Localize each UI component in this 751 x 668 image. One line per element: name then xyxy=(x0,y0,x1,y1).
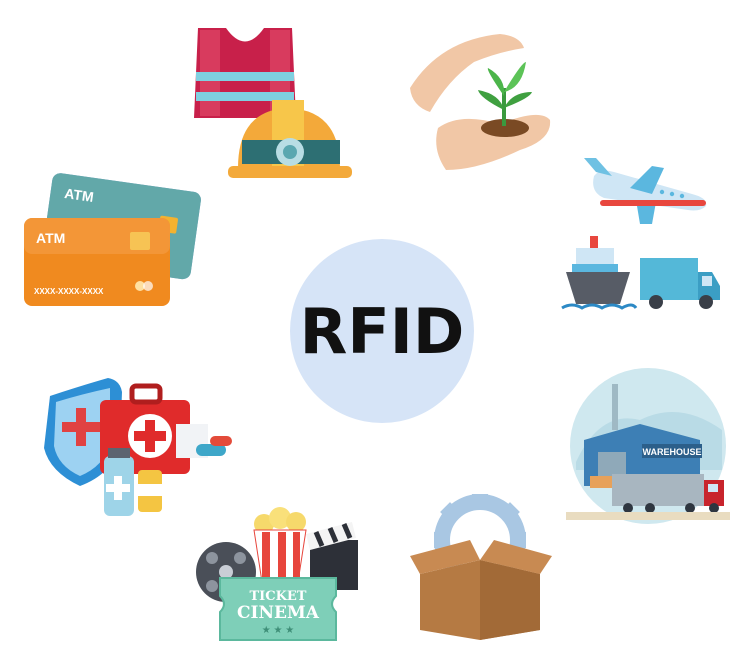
ticket-top-label: TICKET xyxy=(250,589,307,604)
cinema-ticket-icon: TICKET CINEMA ★ ★ ★ xyxy=(196,507,358,641)
ship-icon xyxy=(561,236,638,310)
safety-vest-hardhat-icon xyxy=(194,28,352,178)
ticket-main-label: CINEMA xyxy=(237,603,320,623)
rfid-hub: RFID xyxy=(290,239,474,423)
rfid-hub-circle xyxy=(290,239,474,423)
rfid-hub-label: RFID xyxy=(300,295,465,368)
atm-card-number: XXXX-XXXX-XXXX xyxy=(34,287,104,296)
atm-cards-icon: ATM ATM XXXX-XXXX-XXXX xyxy=(24,173,201,306)
popcorn-icon xyxy=(253,507,307,583)
warehouse-sign-label: WAREHOUSE xyxy=(642,447,701,457)
plane-icon xyxy=(584,158,707,224)
truck-icon xyxy=(640,258,720,309)
warehouse-icon: WAREHOUSE xyxy=(566,368,730,524)
cinema-ticket: TICKET CINEMA ★ ★ ★ xyxy=(219,577,337,641)
hands-plant-icon xyxy=(410,34,551,170)
medical-kit-icon xyxy=(44,378,232,516)
box-gear-icon xyxy=(410,494,552,640)
ticket-stars-icon: ★ ★ ★ xyxy=(262,625,294,636)
atm-card-back-label: ATM xyxy=(64,185,95,205)
atm-card-front-label: ATM xyxy=(36,230,65,246)
atm-card-front: ATM XXXX-XXXX-XXXX xyxy=(24,218,170,306)
plane-ship-truck-icon xyxy=(561,158,720,310)
